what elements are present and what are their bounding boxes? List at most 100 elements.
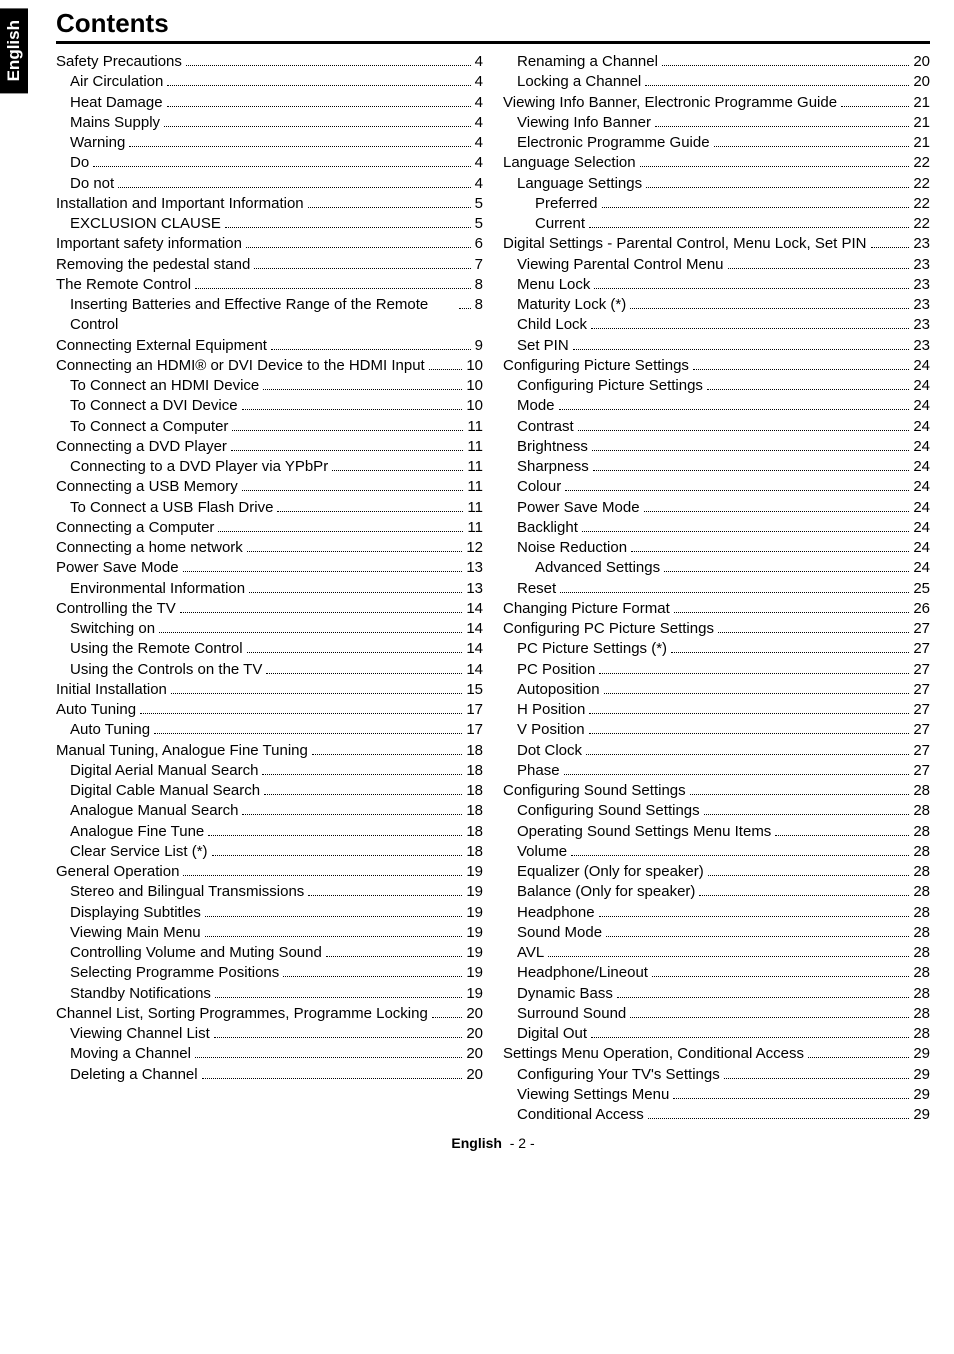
toc-entry: AVL28 [517,943,930,963]
toc-entry: Configuring Picture Settings24 [517,376,930,396]
toc-entry: Phase27 [517,761,930,781]
toc-entry-label: Configuring Sound Settings [503,781,686,801]
toc-entry-page: 21 [913,93,930,113]
toc-entry-page: 17 [466,700,483,720]
toc-dot-leader [242,490,464,491]
toc-entry: Moving a Channel20 [70,1044,483,1064]
toc-entry-page: 20 [466,1024,483,1044]
toc-entry: H Position27 [517,700,930,720]
toc-entry-label: Backlight [517,518,578,538]
toc-entry: Maturity Lock (*)23 [517,295,930,315]
toc-entry-label: Sharpness [517,457,589,477]
toc-entry: Headphone/Lineout28 [517,963,930,983]
toc-dot-leader [617,997,909,998]
toc-entry-page: 23 [913,275,930,295]
toc-dot-leader [671,652,909,653]
toc-dot-leader [655,126,909,127]
toc-dot-leader [606,936,909,937]
toc-dot-leader [154,733,462,734]
toc-dot-leader [571,855,909,856]
toc-entry-page: 28 [913,882,930,902]
toc-entry-page: 19 [466,862,483,882]
toc-entry-label: Connecting a Computer [56,518,214,538]
toc-entry: Switching on14 [70,619,483,639]
toc-entry-label: EXCLUSION CLAUSE [70,214,221,234]
toc-entry: Viewing Parental Control Menu23 [517,255,930,275]
toc-dot-leader [164,126,471,127]
toc-dot-leader [215,997,462,998]
toc-dot-leader [312,754,462,755]
toc-entry-page: 14 [466,639,483,659]
toc-dot-leader [218,531,463,532]
toc-entry-label: V Position [517,720,585,740]
toc-entry-page: 24 [913,396,930,416]
toc-entry: Heat Damage4 [70,93,483,113]
toc-entry: Connecting a USB Memory11 [56,477,483,497]
toc-entry-page: 28 [913,1004,930,1024]
toc-dot-leader [195,1057,462,1058]
toc-entry: Colour24 [517,477,930,497]
toc-entry: Sharpness24 [517,457,930,477]
toc-entry: Conditional Access 29 [517,1105,930,1125]
toc-entry: Preferred22 [535,194,930,214]
toc-entry-page: 28 [913,984,930,1004]
toc-entry: Advanced Settings24 [535,558,930,578]
toc-entry-label: Switching on [70,619,155,639]
toc-entry: Language Selection22 [503,153,930,173]
toc-entry: Do not4 [70,174,483,194]
toc-entry-label: Standby Notifications [70,984,211,1004]
toc-dot-leader [704,814,910,815]
toc-entry-page: 5 [475,214,483,234]
toc-entry: Set PIN23 [517,336,930,356]
toc-entry-label: Do not [70,174,114,194]
toc-entry-page: 22 [913,194,930,214]
toc-entry-label: General Operation [56,862,179,882]
toc-entry: Viewing Channel List20 [70,1024,483,1044]
toc-dot-leader [591,328,909,329]
toc-entry-page: 19 [466,923,483,943]
toc-entry: Dynamic Bass28 [517,984,930,1004]
toc-entry-label: Viewing Info Banner [517,113,651,133]
toc-entry-label: Language Settings [517,174,642,194]
toc-entry-page: 24 [913,417,930,437]
toc-entry-label: Brightness [517,437,588,457]
toc-dot-leader [645,85,909,86]
toc-entry-label: Clear Service List (*) [70,842,208,862]
toc-dot-leader [308,207,471,208]
toc-entry-page: 29 [913,1105,930,1125]
toc-dot-leader [673,1098,909,1099]
toc-entry-page: 20 [466,1004,483,1024]
toc-entry-label: Viewing Main Menu [70,923,201,943]
toc-dot-leader [594,288,909,289]
toc-dot-leader [724,1078,910,1079]
toc-dot-leader [212,855,463,856]
toc-entry-label: Menu Lock [517,275,590,295]
toc-entry-page: 24 [913,498,930,518]
toc-dot-leader [246,247,471,248]
toc-entry-page: 19 [466,882,483,902]
toc-entry: Removing the pedestal stand7 [56,255,483,275]
toc-entry: Balance (Only for speaker)28 [517,882,930,902]
toc-entry: V Position27 [517,720,930,740]
toc-dot-leader [564,774,910,775]
toc-entry-label: Power Save Mode [517,498,640,518]
toc-entry-label: The Remote Control [56,275,191,295]
toc-entry-label: Phase [517,761,560,781]
toc-dot-leader [718,632,909,633]
toc-entry-page: 24 [913,477,930,497]
toc-dot-leader [271,349,471,350]
toc-entry-label: Viewing Parental Control Menu [517,255,724,275]
toc-entry: Child Lock23 [517,315,930,335]
toc-dot-leader [264,794,462,795]
toc-entry-page: 29 [913,1085,930,1105]
toc-entry: To Connect a USB Flash Drive11 [70,498,483,518]
toc-entry: Clear Service List (*)18 [70,842,483,862]
footer-page-number: - 2 - [510,1135,535,1151]
toc-entry-label: Stereo and Bilingual Transmissions [70,882,304,902]
toc-entry-page: 25 [913,579,930,599]
toc-entry-label: Conditional Access [517,1105,644,1125]
toc-dot-leader [332,470,463,471]
toc-entry: Inserting Batteries and Effective Range … [70,295,483,336]
toc-entry-page: 15 [466,680,483,700]
toc-entry-label: Analogue Fine Tune [70,822,204,842]
